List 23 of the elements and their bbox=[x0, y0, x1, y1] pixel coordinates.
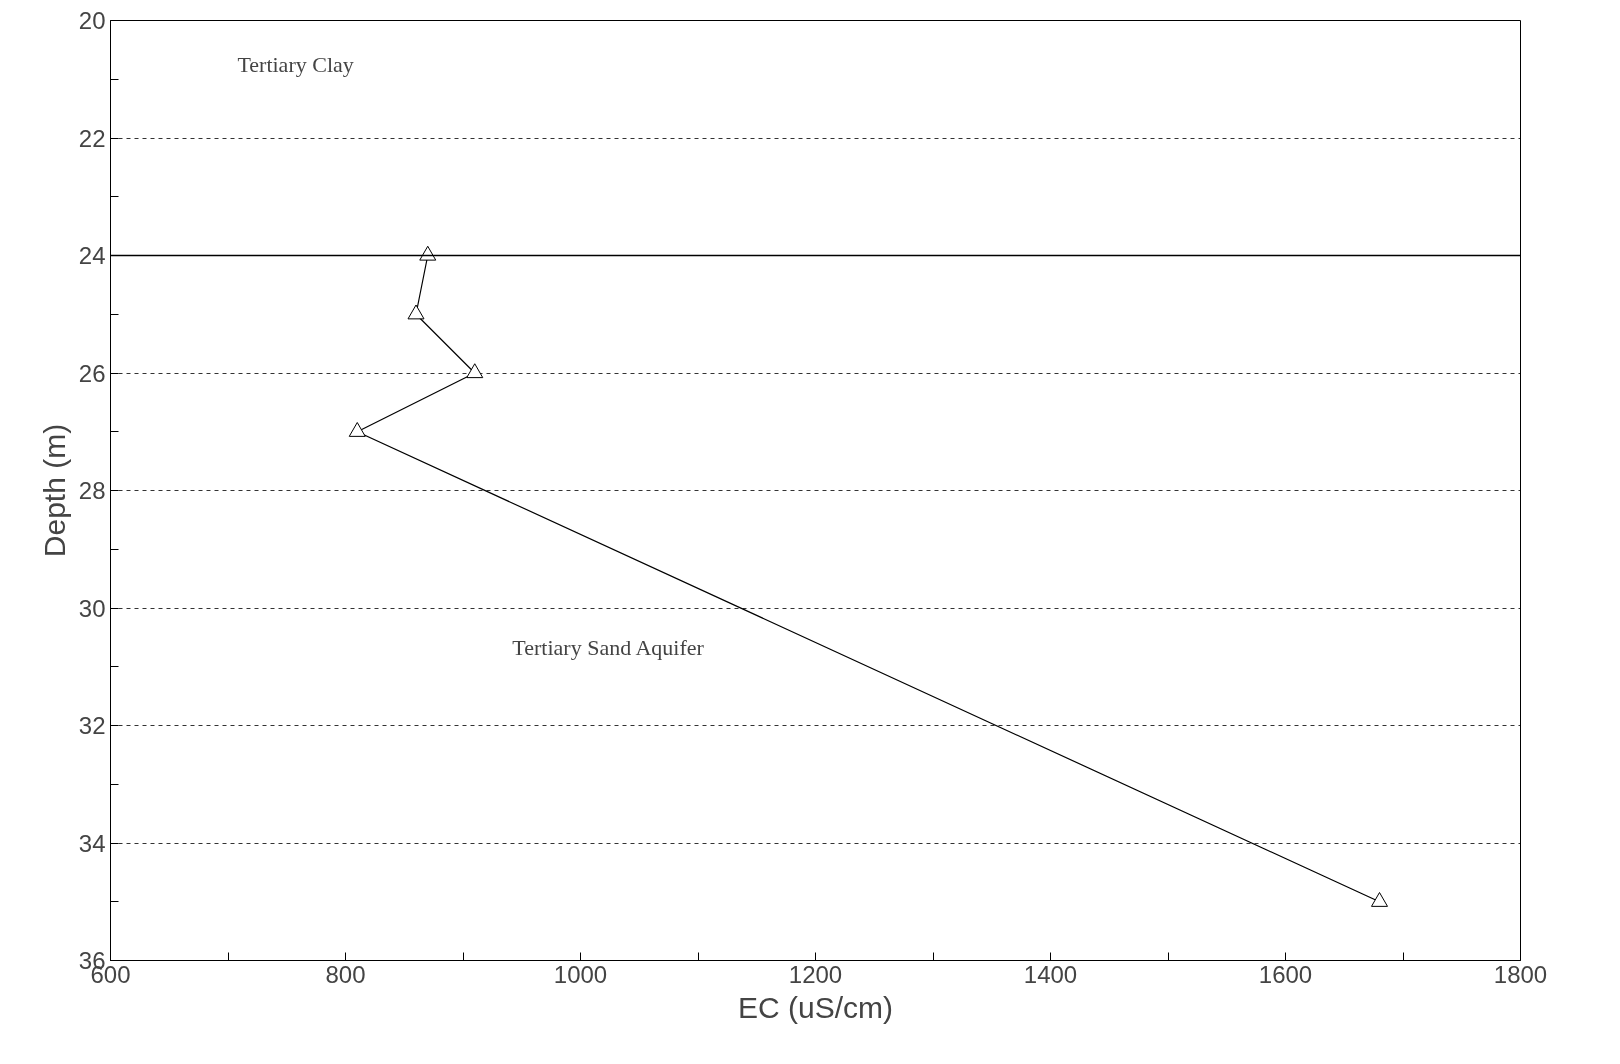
x-tick-label: 1000 bbox=[553, 960, 608, 988]
y-tick-label: 30 bbox=[78, 594, 106, 622]
point bbox=[419, 245, 437, 261]
y-tick-label: 28 bbox=[78, 477, 106, 504]
x-tick-label: 1400 bbox=[1023, 960, 1078, 988]
point bbox=[466, 363, 484, 379]
x-tick-label: 1600 bbox=[1258, 960, 1313, 988]
y-tick-label: 34 bbox=[78, 829, 106, 857]
y-tick-label: 26 bbox=[78, 359, 106, 387]
y-tick-label: 20 bbox=[78, 7, 106, 34]
x-axis-title: EC (uS/cm) bbox=[738, 990, 894, 1024]
y-tick-label: 24 bbox=[78, 242, 106, 269]
x-tick-label: 800 bbox=[325, 960, 366, 988]
annotation: Tertiary Clay bbox=[237, 51, 354, 77]
point bbox=[1371, 892, 1388, 907]
y-tick-label: 32 bbox=[78, 712, 106, 739]
y-axis-title: Depth (m) bbox=[37, 423, 71, 558]
x-tick-label: 1800 bbox=[1493, 960, 1548, 988]
point bbox=[348, 422, 366, 437]
y-tick-label: 22 bbox=[78, 124, 106, 152]
point bbox=[407, 304, 425, 320]
x-tick-label: 1200 bbox=[788, 960, 843, 988]
annotation: Tertiary Sand Aquifer bbox=[512, 634, 705, 660]
